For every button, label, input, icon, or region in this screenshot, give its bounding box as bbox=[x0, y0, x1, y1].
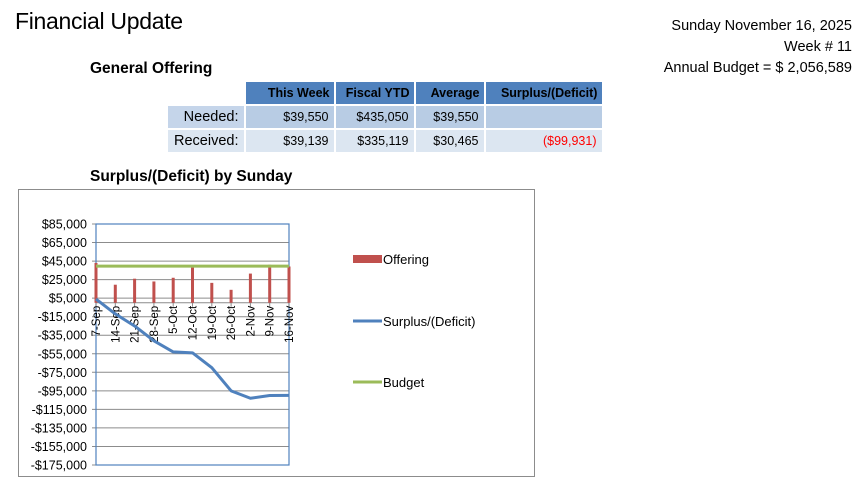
chart-title: Surplus/(Deficit) by Sunday bbox=[90, 168, 293, 185]
y-tick-label: -$15,000 bbox=[38, 310, 87, 324]
cell-this-week: $39,139 bbox=[246, 130, 335, 152]
table-row-needed: Needed: $39,550 $435,050 $39,550 bbox=[168, 106, 603, 128]
col-average: Average bbox=[416, 82, 485, 104]
plot-area-border bbox=[95, 223, 290, 466]
surplus-line bbox=[95, 297, 290, 400]
offering-bar bbox=[210, 282, 214, 303]
annual-budget: Annual Budget = $ 2,056,589 bbox=[663, 60, 852, 76]
offering-bar bbox=[133, 278, 137, 303]
y-tick-label: -$55,000 bbox=[38, 347, 87, 361]
legend-label: Offering bbox=[383, 252, 429, 267]
legend-label: Budget bbox=[383, 375, 425, 390]
legend-label: Surplus/(Deficit) bbox=[383, 314, 475, 329]
offering-bar bbox=[113, 284, 117, 303]
surplus-chart: $85,000 $65,000 $45,000 $25,000 $5,000 -$15,0… bbox=[31, 218, 476, 473]
col-surplus-deficit: Surplus/(Deficit) bbox=[486, 82, 603, 104]
offering-bar bbox=[152, 281, 156, 303]
cell-fiscal-ytd: $335,119 bbox=[336, 130, 415, 152]
row-label: Needed: bbox=[168, 106, 245, 128]
cell-average: $30,465 bbox=[416, 130, 485, 152]
cell-surplus bbox=[486, 106, 603, 128]
y-tick-label: $5,000 bbox=[49, 292, 87, 306]
page-title: Financial Update bbox=[15, 8, 183, 34]
cell-fiscal-ytd: $435,050 bbox=[336, 106, 415, 128]
offering-table: This Week Fiscal YTD Average Surplus/(De… bbox=[166, 80, 604, 154]
cell-surplus: ($99,931) bbox=[486, 130, 603, 152]
week-number: Week # 11 bbox=[784, 39, 852, 55]
x-tick-label: 2-Nov bbox=[245, 306, 257, 337]
x-tick-label: 7-Sep bbox=[91, 306, 103, 337]
blank-header bbox=[168, 82, 244, 104]
table-row-received: Received: $39,139 $335,119 $30,465 ($99,… bbox=[168, 130, 603, 152]
y-tick-label: -$135,000 bbox=[31, 421, 87, 435]
y-tick-label: $25,000 bbox=[42, 273, 87, 287]
offering-bar bbox=[171, 277, 175, 303]
y-tick-label: $45,000 bbox=[42, 255, 87, 269]
y-tick-label: -$175,000 bbox=[31, 459, 87, 473]
col-fiscal-ytd: Fiscal YTD bbox=[336, 82, 415, 104]
x-tick-label: 5-Oct bbox=[168, 305, 180, 334]
y-tick-label: -$75,000 bbox=[38, 366, 87, 380]
offering-bar bbox=[94, 262, 98, 303]
y-tick-label: $85,000 bbox=[42, 218, 87, 232]
col-this-week: This Week bbox=[246, 82, 335, 104]
legend-offering-swatch bbox=[353, 255, 382, 263]
y-tick-label: -$35,000 bbox=[38, 329, 87, 343]
x-tick-label: 16-Nov bbox=[284, 306, 296, 343]
offering-bar bbox=[268, 264, 272, 303]
header-info: Sunday November 16, 2025 Week # 11 Annua… bbox=[664, 16, 852, 79]
x-tick-label: 9-Nov bbox=[265, 306, 277, 337]
y-tick-label: -$115,000 bbox=[32, 403, 87, 417]
y-tick-label: $65,000 bbox=[42, 236, 87, 250]
report-date: Sunday November 16, 2025 bbox=[671, 18, 852, 34]
x-tick-label: 28-Sep bbox=[149, 306, 161, 343]
offering-bar bbox=[229, 289, 233, 303]
general-offering-title: General Offering bbox=[90, 60, 213, 77]
offering-bar bbox=[248, 273, 252, 303]
row-label: Received: bbox=[168, 130, 245, 152]
chart-container: $85,000 $65,000 $45,000 $25,000 $5,000 -$15,0… bbox=[18, 189, 535, 477]
cell-this-week: $39,550 bbox=[246, 106, 335, 128]
y-tick-label: -$95,000 bbox=[38, 384, 87, 398]
y-tick-label: -$155,000 bbox=[31, 440, 87, 454]
offering-bar bbox=[191, 267, 194, 303]
x-tick-label: 26-Oct bbox=[226, 305, 238, 340]
offering-bar bbox=[287, 266, 291, 303]
x-tick-label: 19-Oct bbox=[207, 305, 219, 340]
x-tick-label: 21-Sep bbox=[130, 306, 142, 343]
table-header-row: This Week Fiscal YTD Average Surplus/(De… bbox=[168, 82, 603, 104]
cell-average: $39,550 bbox=[416, 106, 485, 128]
x-tick-label: 12-Oct bbox=[188, 305, 200, 340]
